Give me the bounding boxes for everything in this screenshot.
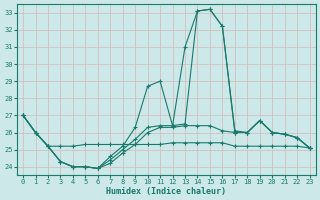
X-axis label: Humidex (Indice chaleur): Humidex (Indice chaleur) [106,187,226,196]
